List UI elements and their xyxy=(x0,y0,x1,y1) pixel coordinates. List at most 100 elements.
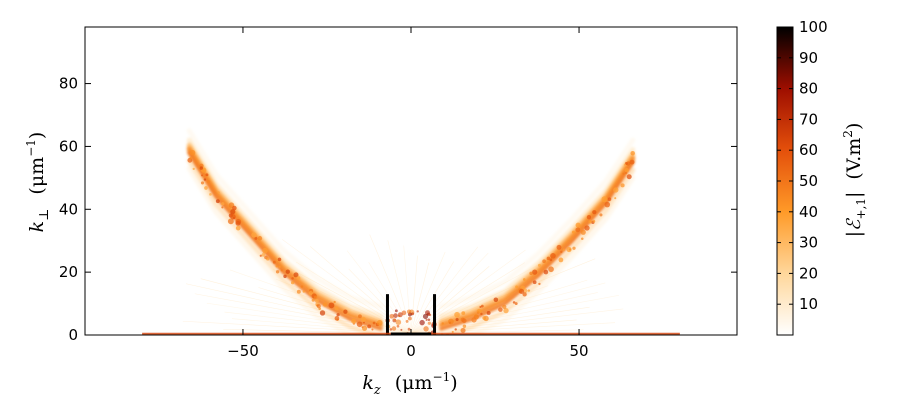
heatmap-core xyxy=(395,319,402,325)
heatmap-speckle xyxy=(571,230,575,234)
heatmap-speckle xyxy=(622,172,625,175)
heatmap-speckle xyxy=(604,201,611,208)
heatmap-speckle xyxy=(626,174,632,180)
heatmap-core xyxy=(427,321,431,325)
heatmap-speckle xyxy=(630,151,635,156)
heatmap-speckle xyxy=(356,321,363,328)
heatmap-core xyxy=(427,318,431,321)
heatmap-band xyxy=(438,137,636,310)
heatmap-speckle xyxy=(343,309,348,314)
heatmap-speckle xyxy=(209,193,212,196)
heatmap-speckle xyxy=(334,316,340,321)
heatmap-speckle xyxy=(322,302,328,307)
heatmap-streak xyxy=(387,240,412,334)
heatmap-speckle xyxy=(613,187,619,193)
heatmap-speckle xyxy=(588,220,592,224)
heatmap-band xyxy=(463,175,636,335)
heatmap-core xyxy=(419,319,425,326)
heatmap-speckle xyxy=(538,282,541,286)
heatmap-speckle xyxy=(448,318,454,325)
heatmap-speckle xyxy=(272,260,276,264)
heatmap-speckle xyxy=(302,290,305,293)
heatmap-core xyxy=(407,327,411,331)
heatmap-core xyxy=(396,324,400,328)
heatmap-speckle xyxy=(200,181,205,185)
heatmap-speckle xyxy=(300,285,304,288)
heatmap-speckle xyxy=(333,300,336,304)
heatmap-streak xyxy=(410,255,418,334)
heatmap-speckle xyxy=(277,257,282,262)
heatmap-speckle xyxy=(503,308,509,314)
heatmap-speckle xyxy=(548,266,554,273)
heatmap-speckle xyxy=(254,236,258,240)
heatmap-speckle xyxy=(522,292,527,297)
heatmap-speckle xyxy=(192,167,195,171)
y-tick-label: 40 xyxy=(59,200,78,218)
heatmap-streak xyxy=(410,252,489,334)
heatmap-speckle xyxy=(572,246,576,250)
heatmap-speckle xyxy=(522,278,526,281)
heatmap-speckle xyxy=(575,222,581,228)
heatmap-speckle xyxy=(308,290,313,296)
heatmap-speckle xyxy=(199,166,203,170)
colorbar-tick-label: 10 xyxy=(799,295,818,313)
heatmap-speckle xyxy=(291,277,294,280)
heatmap-speckle xyxy=(592,219,596,223)
heatmap-speckle xyxy=(623,163,626,166)
heatmap-speckle xyxy=(314,298,319,303)
heatmap-speckle xyxy=(328,302,335,309)
x-tick-label: 0 xyxy=(406,342,416,360)
colorbar-tick-label: 40 xyxy=(799,203,818,221)
heatmap-speckle xyxy=(189,156,193,160)
colorbar-gradient xyxy=(777,27,793,335)
colorbar-label: |ℰ+,1|(V.m2) xyxy=(841,123,868,238)
heatmap-core xyxy=(422,313,429,320)
heatmap-core xyxy=(391,326,397,331)
heatmap-speckle xyxy=(262,247,268,254)
heatmap-speckle xyxy=(620,183,625,188)
heatmap-speckle xyxy=(493,297,499,303)
heatmap-speckle xyxy=(460,327,466,334)
heatmap-speckle xyxy=(371,328,374,331)
heatmap-speckle xyxy=(275,265,278,268)
heatmap-speckle xyxy=(221,206,224,209)
colorbar-tick-label: 60 xyxy=(799,141,818,159)
heatmap-core xyxy=(407,316,412,321)
plot-background xyxy=(85,27,737,335)
heatmap-speckle xyxy=(486,311,491,315)
heatmap-ridge xyxy=(187,150,383,331)
heatmap-speckle xyxy=(607,197,612,201)
colorbar-tick-label: 90 xyxy=(799,49,818,67)
heatmap-band xyxy=(186,158,383,335)
heatmap-core xyxy=(400,328,403,331)
heatmap-speckle xyxy=(361,326,364,329)
heatmap-speckle xyxy=(451,330,454,333)
heatmap-speckle xyxy=(360,317,367,323)
heatmap-core xyxy=(405,319,409,323)
heatmap-speckle xyxy=(512,301,516,304)
heatmap-speckle xyxy=(482,316,487,320)
heatmap-speckle xyxy=(261,253,266,257)
heatmap-speckle xyxy=(471,317,477,323)
heatmap-speckle xyxy=(549,258,553,262)
heatmap-speckle xyxy=(523,288,528,294)
heatmap-image xyxy=(142,128,680,335)
heatmap-speckle xyxy=(313,295,318,299)
colorbar-tick-label: 20 xyxy=(799,264,818,282)
heatmap-core xyxy=(425,318,428,321)
heatmap-streak xyxy=(410,251,446,334)
heatmap-speckle xyxy=(334,306,339,311)
heatmap-core xyxy=(428,313,432,316)
heatmap-speckle xyxy=(461,318,467,324)
heatmap-core xyxy=(416,310,419,313)
heatmap-speckle xyxy=(527,289,531,292)
heatmap-core xyxy=(397,312,403,318)
y-tick-label: 0 xyxy=(68,326,78,344)
heatmap-speckle xyxy=(580,237,584,240)
heatmap-band xyxy=(186,165,359,335)
heatmap-speckle xyxy=(502,304,507,310)
heatmap-speckle xyxy=(454,311,460,318)
heatmap-speckle xyxy=(230,213,236,220)
heatmap-band xyxy=(186,128,384,310)
heatmap-core xyxy=(393,318,396,322)
